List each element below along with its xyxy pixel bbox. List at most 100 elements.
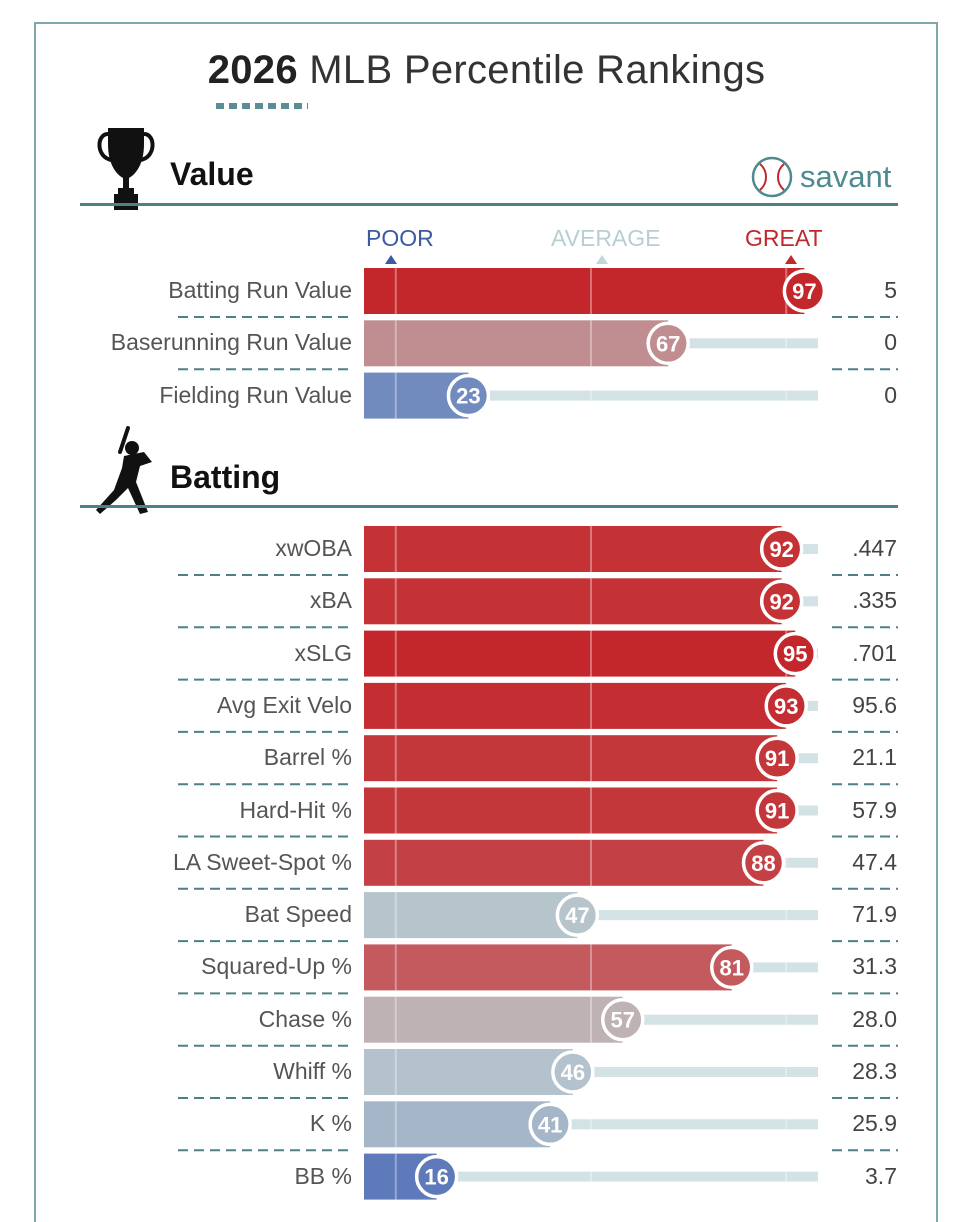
track-bar <box>763 857 818 868</box>
metric-value: 3.7 <box>865 1162 897 1189</box>
savant-logo: savant <box>750 155 891 199</box>
percentile-bar <box>364 682 787 729</box>
track-bar <box>577 910 818 921</box>
metric-value: 0 <box>884 329 897 356</box>
metric-label: Batting Run Value <box>168 277 352 303</box>
metric-row: 97 <box>178 268 898 318</box>
metric-row: 95 <box>178 630 898 681</box>
percentile-text: 92 <box>769 589 793 614</box>
metric-label: Baserunning Run Value <box>110 329 352 356</box>
metric-label: xwOBA <box>275 535 352 561</box>
metric-row: 46 <box>178 1049 898 1099</box>
percentile-circle <box>601 997 645 1042</box>
percentile-text: 97 <box>792 279 816 304</box>
track-bar <box>731 962 818 973</box>
percentile-circle <box>764 684 808 728</box>
metric-value: 25.9 <box>852 1110 897 1137</box>
metric-value: 47.4 <box>852 848 897 875</box>
metric-value: 0 <box>884 381 897 408</box>
percentile-bar <box>364 578 782 625</box>
percentile-circle <box>755 788 799 833</box>
card-frame <box>34 22 938 1222</box>
percentile-circle <box>414 1154 459 1199</box>
metric-value: .335 <box>852 587 897 614</box>
percentile-text: 46 <box>561 1060 585 1085</box>
percentile-circle <box>646 321 690 366</box>
percentile-circle <box>755 736 799 780</box>
metric-label: K % <box>309 1110 352 1137</box>
metric-label: Fielding Run Value <box>159 381 352 408</box>
metric-label: LA Sweet-Spot % <box>173 848 352 875</box>
percentile-bar <box>364 735 778 782</box>
percentile-text: 92 <box>769 537 793 562</box>
average-marker-icon <box>596 255 608 264</box>
section-bars-batting: 92 92 95 93 91 91 88 47 81 57 46 41 16 <box>178 526 898 1200</box>
metric-label: Squared-Up % <box>201 953 352 980</box>
metric-label: Hard-Hit % <box>239 796 352 823</box>
metric-value: 31.3 <box>852 953 897 980</box>
percentile-text: 23 <box>456 384 480 409</box>
percentile-bar <box>364 892 578 939</box>
percentile-bar <box>364 839 764 886</box>
metric-row: 47 <box>178 892 898 943</box>
percentile-circle <box>551 1050 595 1094</box>
metric-value: 57.9 <box>852 796 897 823</box>
percentile-bar <box>364 944 732 991</box>
percentile-text: 88 <box>751 851 775 876</box>
percentile-circle <box>782 269 827 313</box>
percentile-circle <box>741 841 786 885</box>
percentile-text: 93 <box>774 694 798 719</box>
section-bars-value: 97 67 23 <box>178 268 898 419</box>
percentile-circle <box>555 893 600 937</box>
track-bar <box>572 1067 818 1077</box>
percentile-text: 81 <box>719 955 743 980</box>
percentile-bar <box>364 1049 573 1095</box>
percentile-text: 41 <box>538 1112 562 1137</box>
scale-label-great: GREAT <box>745 225 823 251</box>
metric-row: 93 <box>178 682 898 733</box>
metric-label: BB % <box>294 1162 352 1189</box>
track-bar <box>550 1119 818 1130</box>
track-bar <box>668 338 818 349</box>
trophy-icon <box>97 128 155 210</box>
metric-label: Bat Speed <box>244 901 352 928</box>
percentile-text: 67 <box>656 331 680 356</box>
poor-marker-icon <box>385 255 397 264</box>
percentile-text: 95 <box>783 642 807 667</box>
percentile-bar <box>364 526 782 572</box>
percentile-circle <box>759 579 804 624</box>
metric-row: 91 <box>178 735 898 786</box>
section-title-value: Value <box>170 156 254 192</box>
scale-label-poor: POOR <box>366 225 434 251</box>
savant-brand-text: savant <box>800 159 892 194</box>
metric-value: 5 <box>884 277 897 303</box>
metric-row: 16 <box>364 1153 818 1200</box>
percentile-circle <box>709 945 754 990</box>
metric-value: 28.0 <box>852 1005 897 1032</box>
percentile-bar <box>364 268 805 314</box>
metric-label: xBA <box>309 587 352 614</box>
section-title-batting: Batting <box>170 459 281 495</box>
percentile-bar <box>364 1101 551 1148</box>
percentile-text: 91 <box>765 799 789 824</box>
track-bar <box>622 1014 818 1025</box>
metric-row: 88 <box>178 839 898 890</box>
title-underline <box>216 103 308 109</box>
metric-value: 95.6 <box>852 691 897 718</box>
percentile-circle <box>528 1102 572 1147</box>
percentile-circle <box>759 527 804 571</box>
track-bar <box>468 390 818 401</box>
metric-value: 28.3 <box>852 1058 897 1084</box>
percentile-text: 91 <box>765 746 789 771</box>
percentile-text: 57 <box>611 1008 635 1033</box>
metric-value: .447 <box>852 535 897 561</box>
metric-row: 41 <box>178 1101 898 1152</box>
percentile-text: 16 <box>424 1165 448 1190</box>
percentile-text: 47 <box>565 903 589 928</box>
metric-row: 92 <box>178 578 898 629</box>
metric-value: 21.1 <box>852 744 897 771</box>
metric-row: 81 <box>178 944 898 995</box>
percentile-circle <box>773 631 818 676</box>
percentile-bar <box>364 996 623 1043</box>
